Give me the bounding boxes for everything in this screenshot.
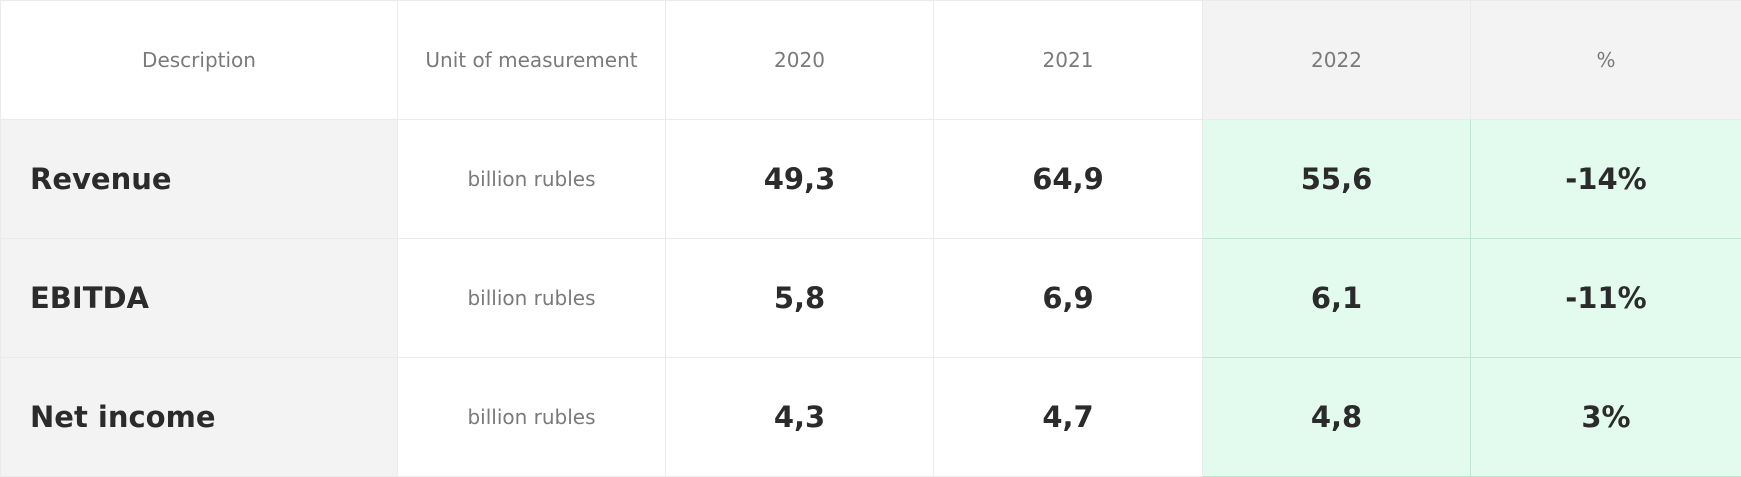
row-percent-change: 3% <box>1471 358 1741 477</box>
row-value-2020: 49,3 <box>666 120 934 239</box>
header-2021: 2021 <box>934 1 1203 120</box>
row-description: Net income <box>1 358 398 477</box>
row-value-2022: 6,1 <box>1203 239 1471 358</box>
row-description: EBITDA <box>1 239 398 358</box>
header-2020: 2020 <box>666 1 934 120</box>
row-value-2022: 55,6 <box>1203 120 1471 239</box>
header-row: Description Unit of measurement 2020 202… <box>1 1 1741 120</box>
row-value-2021: 64,9 <box>934 120 1203 239</box>
header-percent: % <box>1471 1 1741 120</box>
row-percent-change: -14% <box>1471 120 1741 239</box>
row-description: Revenue <box>1 120 398 239</box>
row-value-2021: 6,9 <box>934 239 1203 358</box>
row-percent-change: -11% <box>1471 239 1741 358</box>
row-unit: billion rubles <box>398 120 666 239</box>
row-unit: billion rubles <box>398 358 666 477</box>
table-row-net-income: Net income billion rubles 4,3 4,7 4,8 3% <box>1 358 1741 477</box>
table-header: Description Unit of measurement 2020 202… <box>1 1 1741 120</box>
table-row-ebitda: EBITDA billion rubles 5,8 6,9 6,1 -11% <box>1 239 1741 358</box>
row-value-2020: 4,3 <box>666 358 934 477</box>
row-value-2022: 4,8 <box>1203 358 1471 477</box>
row-value-2021: 4,7 <box>934 358 1203 477</box>
header-unit: Unit of measurement <box>398 1 666 120</box>
table-body: Revenue billion rubles 49,3 64,9 55,6 -1… <box>1 120 1741 477</box>
row-value-2020: 5,8 <box>666 239 934 358</box>
header-2022: 2022 <box>1203 1 1471 120</box>
row-unit: billion rubles <box>398 239 666 358</box>
header-description: Description <box>1 1 398 120</box>
table-row-revenue: Revenue billion rubles 49,3 64,9 55,6 -1… <box>1 120 1741 239</box>
